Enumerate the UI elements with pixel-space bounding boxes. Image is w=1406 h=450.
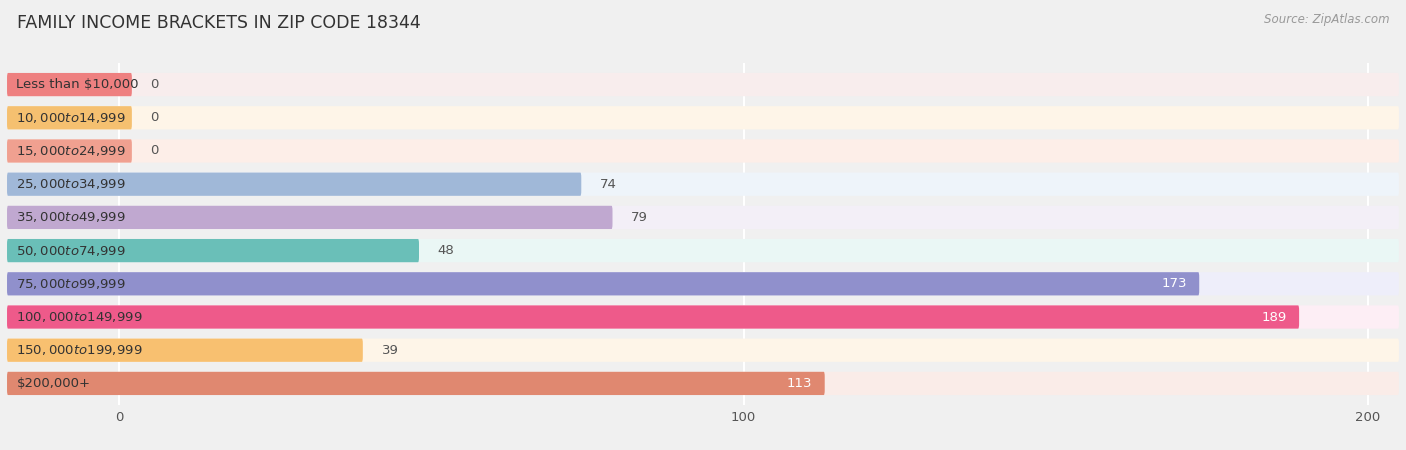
Text: 79: 79 (631, 211, 648, 224)
FancyBboxPatch shape (7, 338, 363, 362)
Text: $35,000 to $49,999: $35,000 to $49,999 (17, 211, 127, 225)
Text: $15,000 to $24,999: $15,000 to $24,999 (17, 144, 127, 158)
FancyBboxPatch shape (7, 239, 1399, 262)
Text: Source: ZipAtlas.com: Source: ZipAtlas.com (1264, 14, 1389, 27)
FancyBboxPatch shape (7, 73, 1399, 96)
FancyBboxPatch shape (7, 206, 613, 229)
FancyBboxPatch shape (7, 338, 1399, 362)
Text: $75,000 to $99,999: $75,000 to $99,999 (17, 277, 127, 291)
Text: $50,000 to $74,999: $50,000 to $74,999 (17, 243, 127, 257)
FancyBboxPatch shape (7, 306, 1299, 328)
FancyBboxPatch shape (7, 272, 1199, 296)
FancyBboxPatch shape (7, 372, 825, 395)
FancyBboxPatch shape (7, 272, 1399, 296)
Text: 48: 48 (437, 244, 454, 257)
FancyBboxPatch shape (7, 73, 132, 96)
FancyBboxPatch shape (7, 106, 132, 130)
FancyBboxPatch shape (7, 106, 1399, 130)
FancyBboxPatch shape (7, 372, 1399, 395)
Text: 0: 0 (150, 111, 159, 124)
Text: FAMILY INCOME BRACKETS IN ZIP CODE 18344: FAMILY INCOME BRACKETS IN ZIP CODE 18344 (17, 14, 420, 32)
Text: $150,000 to $199,999: $150,000 to $199,999 (17, 343, 143, 357)
FancyBboxPatch shape (7, 140, 132, 162)
FancyBboxPatch shape (7, 239, 419, 262)
Text: $200,000+: $200,000+ (17, 377, 90, 390)
Text: 113: 113 (787, 377, 813, 390)
Text: $100,000 to $149,999: $100,000 to $149,999 (17, 310, 143, 324)
Text: 39: 39 (381, 344, 398, 357)
FancyBboxPatch shape (7, 306, 1399, 328)
Text: 173: 173 (1161, 277, 1187, 290)
Text: $10,000 to $14,999: $10,000 to $14,999 (17, 111, 127, 125)
Text: 0: 0 (150, 78, 159, 91)
FancyBboxPatch shape (7, 172, 1399, 196)
Text: 189: 189 (1261, 310, 1286, 324)
Text: $25,000 to $34,999: $25,000 to $34,999 (17, 177, 127, 191)
FancyBboxPatch shape (7, 172, 581, 196)
Text: Less than $10,000: Less than $10,000 (17, 78, 139, 91)
Text: 0: 0 (150, 144, 159, 158)
FancyBboxPatch shape (7, 140, 1399, 162)
FancyBboxPatch shape (7, 206, 1399, 229)
Text: 74: 74 (600, 178, 617, 191)
